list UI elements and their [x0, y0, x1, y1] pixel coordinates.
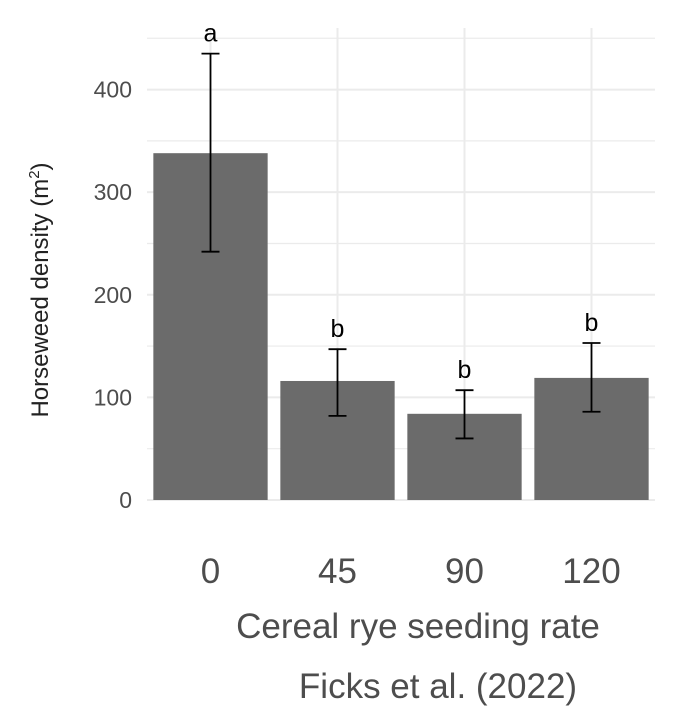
error-bars [201, 52, 601, 440]
significance-letter: a [204, 20, 218, 48]
significance-letter: b [331, 315, 345, 343]
x-tick-labels: 0 45 90 120 [201, 552, 621, 591]
y-tick-label: 400 [94, 77, 132, 103]
x-tick-label: 0 [201, 552, 220, 591]
x-tick-label: 120 [562, 552, 620, 591]
significance-letters: a b b b [204, 20, 599, 385]
x-axis-label: Cereal rye seeding rate [236, 607, 600, 646]
significance-letter: b [585, 309, 599, 337]
caption: Ficks et al. (2022) [299, 667, 577, 706]
y-axis-label: Horseweed density (m2) [26, 162, 54, 417]
y-tick-label: 300 [94, 179, 132, 205]
significance-letter: b [458, 356, 472, 384]
y-tick-label: 100 [94, 384, 132, 410]
y-tick-label: 200 [94, 282, 132, 308]
y-tick-labels: 0 100 200 300 400 [94, 77, 132, 513]
x-tick-label: 45 [318, 552, 357, 591]
y-tick-label: 0 [119, 487, 132, 513]
x-tick-label: 90 [445, 552, 484, 591]
bars [153, 153, 649, 500]
